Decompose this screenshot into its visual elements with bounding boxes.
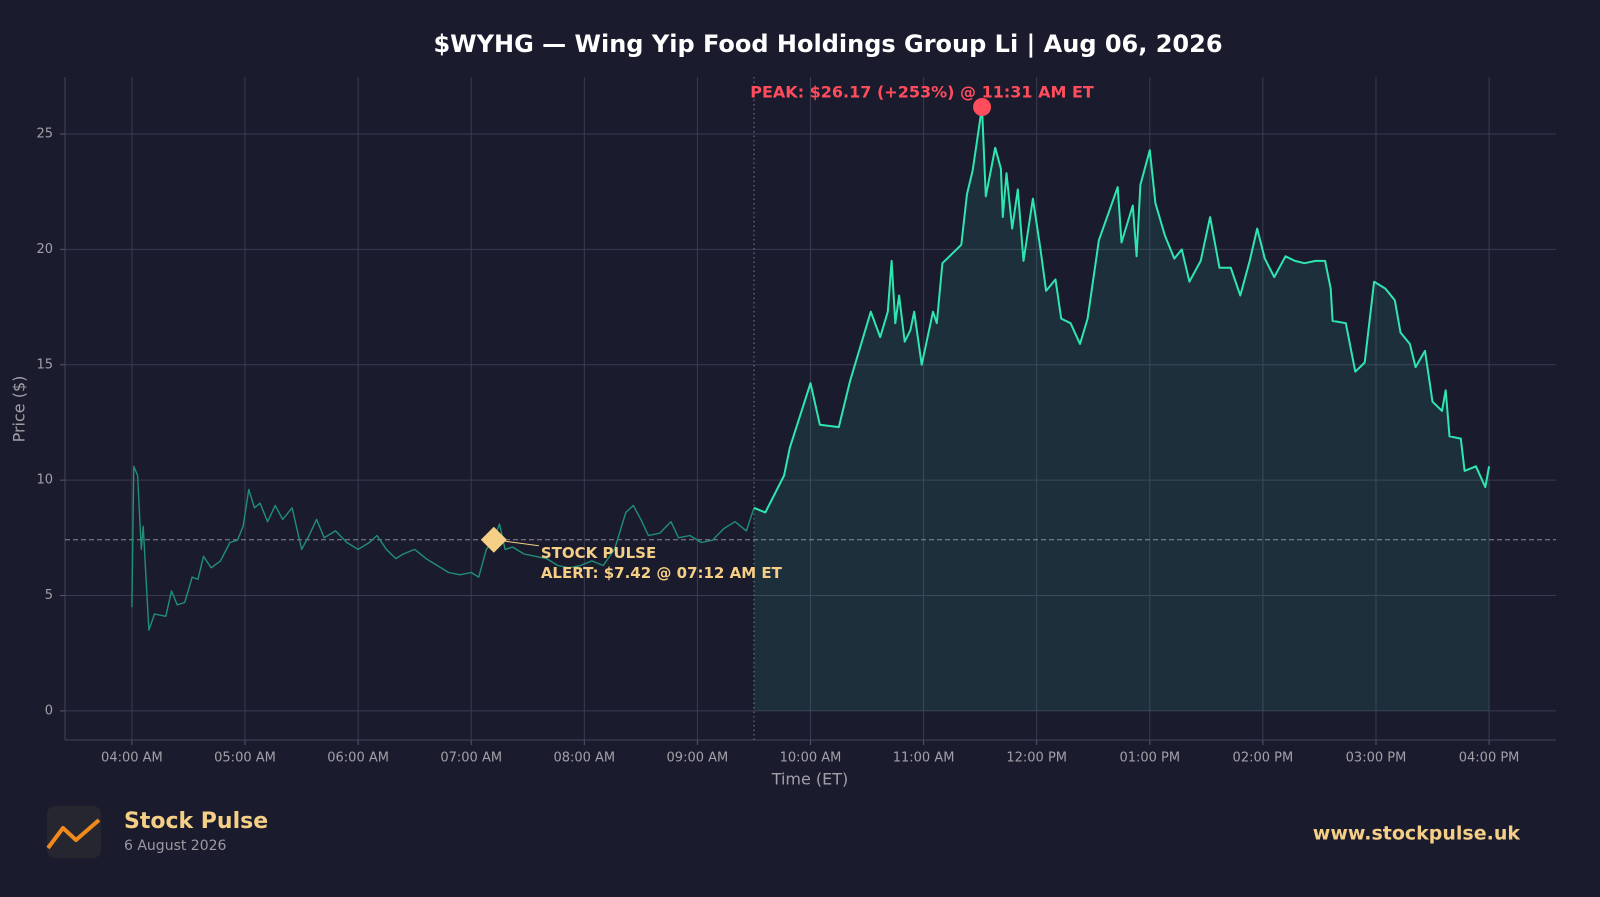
area-fill (753, 107, 1490, 711)
logo-icon (46, 818, 101, 850)
alert-label: ALERT: $7.42 @ 07:12 AM ET (541, 564, 783, 582)
peak-label: PEAK: $26.17 (+253%) @ 11:31 AM ET (750, 83, 1094, 102)
x-tick-label: 07:00 AM (440, 751, 502, 766)
chart-title: $WYHG — Wing Yip Food Holdings Group Li … (433, 30, 1222, 58)
price-line (753, 106, 1491, 514)
alert-label: STOCK PULSE (541, 544, 656, 562)
y-tick-label: 0 (45, 703, 53, 718)
x-axis-label: Time (ET) (771, 770, 849, 789)
brand-name: Stock Pulse (124, 809, 268, 834)
x-tick-label: 04:00 AM (101, 751, 163, 766)
y-axis-label: Price ($) (10, 376, 29, 443)
x-tick-label: 11:00 AM (893, 751, 955, 766)
x-tick-label: 08:00 AM (553, 751, 615, 766)
x-tick-label: 02:00 PM (1233, 751, 1294, 766)
x-tick-label: 12:00 PM (1006, 751, 1067, 766)
footer-url: www.stockpulse.uk (1313, 823, 1521, 845)
y-tick-label: 20 (36, 242, 53, 257)
logo-box (47, 806, 101, 858)
x-tick-label: 05:00 AM (214, 751, 276, 766)
y-tick-label: 10 (36, 473, 53, 488)
x-tick-label: 09:00 AM (667, 751, 729, 766)
y-tick-label: 25 (36, 127, 53, 142)
x-tick-label: 03:00 PM (1346, 751, 1407, 766)
alert-marker (480, 526, 507, 553)
x-tick-label: 10:00 AM (780, 751, 842, 766)
logo (46, 806, 101, 858)
price-line (131, 465, 755, 631)
y-tick-label: 15 (36, 357, 53, 372)
y-tick-label: 5 (45, 588, 53, 603)
peak-marker (973, 98, 992, 116)
x-tick-label: 04:00 PM (1459, 751, 1520, 766)
x-tick-label: 01:00 PM (1119, 751, 1180, 766)
footer-date: 6 August 2026 (124, 838, 227, 854)
x-tick-label: 06:00 AM (327, 751, 389, 766)
